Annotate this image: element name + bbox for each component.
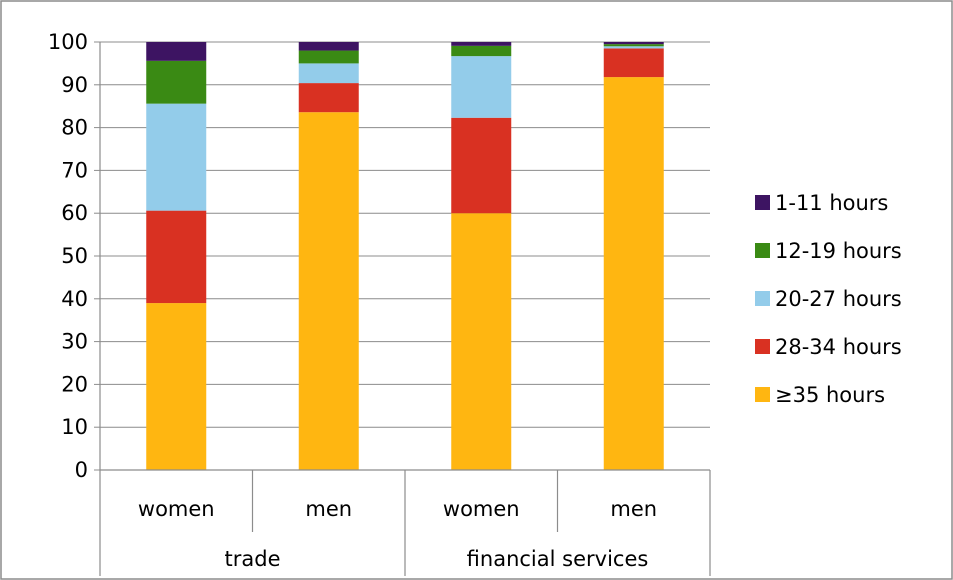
y-tick-label: 70 — [61, 158, 88, 182]
y-tick-label: 80 — [61, 116, 88, 140]
bar-segment — [298, 112, 359, 470]
legend-swatch — [755, 339, 770, 354]
y-tick-label: 50 — [61, 244, 88, 268]
x-group-label: trade — [225, 547, 281, 571]
bar-segment — [451, 45, 512, 57]
y-tick-label: 0 — [75, 458, 88, 482]
bar-segment — [298, 50, 359, 64]
y-tick-label: 90 — [61, 73, 88, 97]
bar-segment — [451, 42, 512, 46]
bar-segment — [451, 213, 512, 470]
legend-label: 1-11 hours — [775, 191, 888, 215]
legend-swatch — [755, 291, 770, 306]
legend-label: ≥35 hours — [775, 383, 885, 407]
bars — [146, 42, 664, 470]
x-category-label: women — [138, 497, 215, 521]
legend-swatch — [755, 243, 770, 258]
bar-segment — [298, 63, 359, 84]
legend-swatch — [755, 387, 770, 402]
bar-segment — [603, 77, 664, 470]
bar-segment — [451, 117, 512, 214]
x-group-label: financial services — [467, 547, 649, 571]
legend-label: 12-19 hours — [775, 239, 902, 263]
bar-segment — [603, 44, 664, 47]
y-tick-label: 100 — [48, 30, 88, 54]
bar-segment — [146, 42, 207, 61]
legend-label: 28-34 hours — [775, 335, 902, 359]
bar-segment — [451, 56, 512, 118]
y-tick-label: 60 — [61, 201, 88, 225]
bar-segment — [146, 210, 207, 304]
bar-segment — [603, 46, 664, 49]
axes: 0 10 20 30 40 50 60 70 80 90 100 women men women men tr… — [48, 30, 711, 576]
bar-segment — [146, 303, 207, 470]
x-category-label: men — [610, 497, 657, 521]
y-tick-label: 40 — [61, 287, 88, 311]
legend-swatch — [755, 195, 770, 210]
x-category-label: men — [305, 497, 352, 521]
y-tick-label: 30 — [61, 330, 88, 354]
legend-label: 20-27 hours — [775, 287, 902, 311]
bar-segment — [146, 60, 207, 104]
y-tick-label: 10 — [61, 415, 88, 439]
bar-segment — [298, 42, 359, 51]
bar-segment — [298, 83, 359, 113]
bar-segment — [603, 48, 664, 78]
bar-segment — [146, 103, 207, 211]
legend: 1-11 hours 12-19 hours 20-27 hours 28-34 ho… — [755, 191, 902, 407]
x-category-label: women — [443, 497, 520, 521]
y-tick-label: 20 — [61, 372, 88, 396]
bar-segment — [603, 42, 664, 45]
